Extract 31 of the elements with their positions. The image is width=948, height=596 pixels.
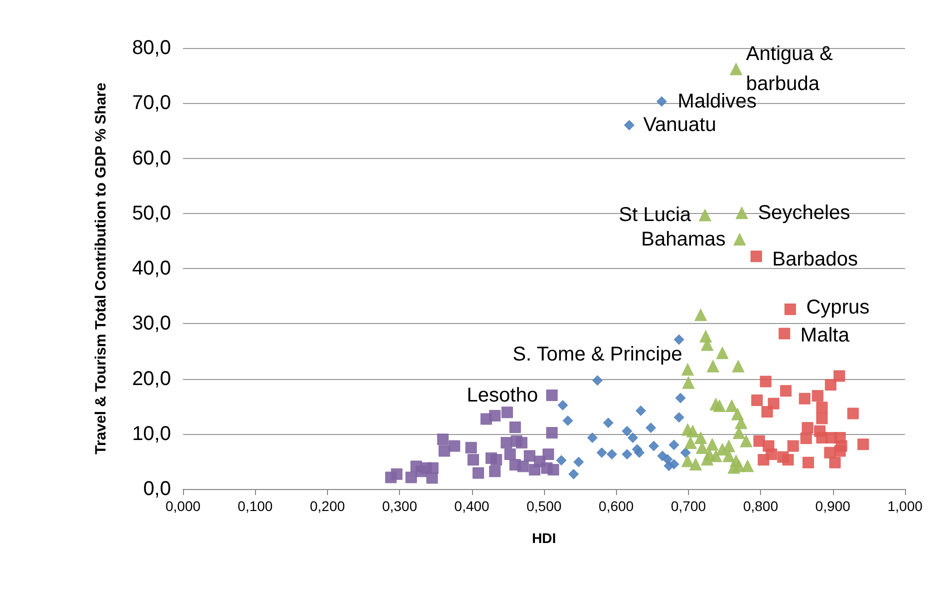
- y-tick-label: 50,0: [132, 202, 171, 224]
- annotation: Cyprus: [806, 296, 870, 318]
- y-tick-label: 80,0: [132, 37, 171, 59]
- x-tick-label: 0,500: [526, 498, 562, 514]
- x-axis-title: HDI: [532, 530, 556, 546]
- y-tick-label: 0,0: [143, 478, 171, 500]
- x-tick-label: 0,200: [310, 498, 346, 514]
- x-tick-label: 0,900: [815, 498, 851, 514]
- x-tick-label: 0,600: [598, 498, 634, 514]
- x-tick-label: 1,000: [887, 498, 923, 514]
- annotation: Barbados: [772, 248, 858, 270]
- y-tick-label: 40,0: [132, 258, 171, 280]
- x-tick-label: 0,000: [165, 498, 201, 514]
- x-tick-label: 0,400: [454, 498, 490, 514]
- y-tick-label: 60,0: [132, 147, 171, 170]
- x-tick-label: 0,300: [382, 498, 418, 514]
- x-tick-label: 0,800: [743, 498, 778, 514]
- annotation: Bahamas: [641, 228, 726, 250]
- x-tick-label: 0,700: [670, 498, 706, 514]
- y-tick-label: 30,0: [132, 312, 171, 335]
- annotation: Vanuatu: [643, 114, 716, 136]
- y-tick-label: 70,0: [132, 92, 171, 114]
- x-tick-label: 0,100: [238, 498, 273, 514]
- annotation: Seycheles: [758, 202, 850, 224]
- annotation: S. Tome & Principe: [512, 343, 682, 366]
- y-tick-label: 20,0: [132, 368, 171, 390]
- annotation: Lesotho: [466, 384, 538, 406]
- annotation: St Lucia: [618, 204, 692, 226]
- y-axis-title: Travel & Tourism Total Contribution to GDP % Share: [92, 82, 110, 454]
- y-tick-label: 10,0: [132, 422, 171, 445]
- annotation: Malta: [800, 324, 850, 347]
